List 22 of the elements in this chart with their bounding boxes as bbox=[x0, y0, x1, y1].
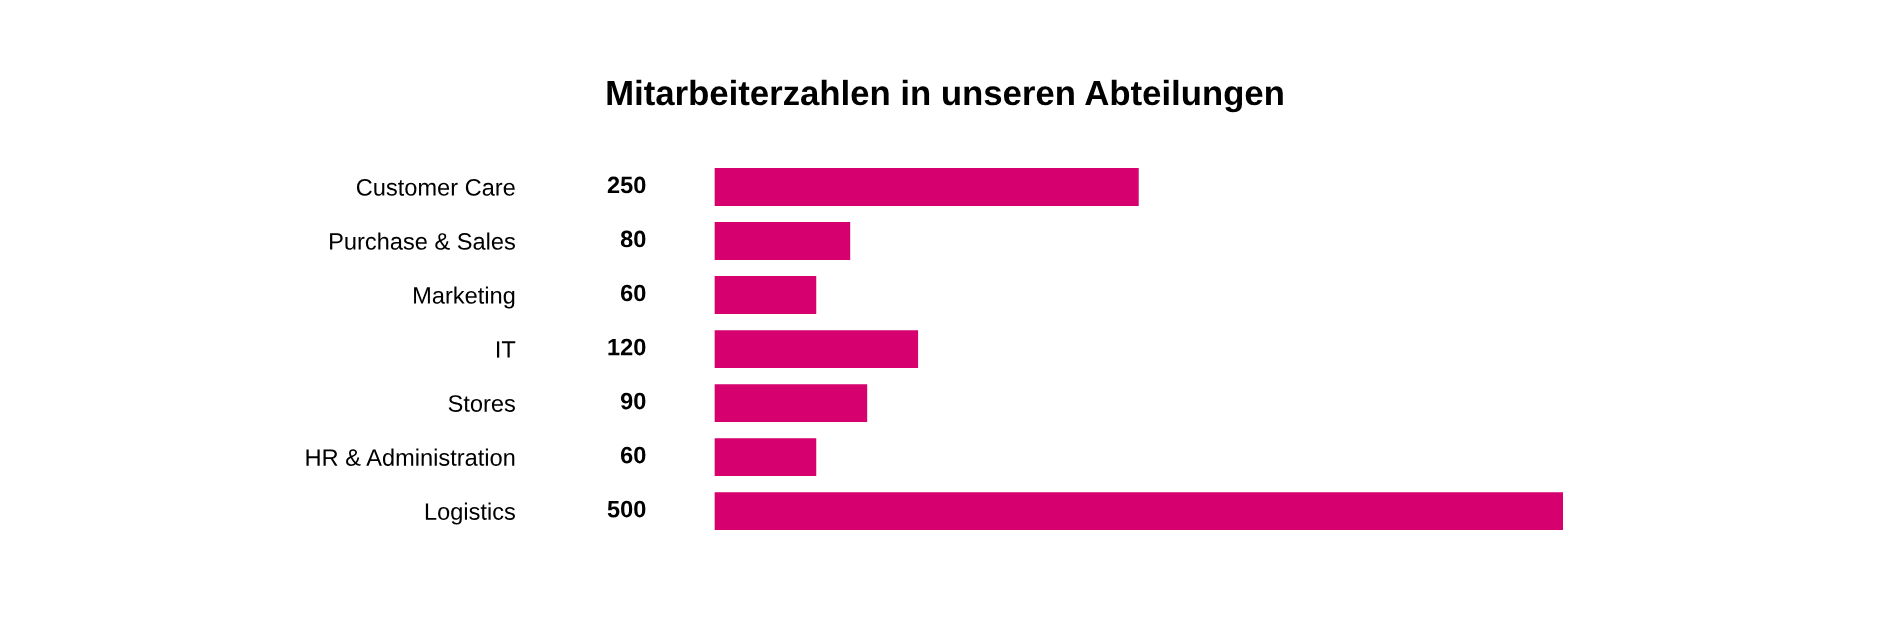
bar bbox=[714, 330, 919, 368]
y-tick-label: IT bbox=[497, 341, 516, 358]
bar bbox=[714, 492, 1564, 531]
bar bbox=[714, 276, 817, 314]
bar bbox=[714, 222, 851, 260]
data-label: 60 bbox=[620, 446, 646, 464]
bar bbox=[714, 438, 817, 477]
chart-title: Mitarbeiterzahlen in unseren Abteilungen bbox=[607, 79, 1283, 113]
y-tick-label: Customer Care bbox=[356, 179, 515, 196]
y-tick-label: HR & Administration bbox=[306, 448, 515, 466]
data-label: 80 bbox=[620, 230, 646, 248]
data-label: 120 bbox=[608, 338, 646, 356]
data-label: 250 bbox=[607, 176, 646, 194]
data-label: 500 bbox=[607, 500, 646, 518]
y-tick-label: Purchase & Sales bbox=[330, 232, 515, 250]
data-label: 60 bbox=[620, 284, 646, 302]
y-tick-label: Logistics bbox=[425, 502, 515, 525]
bar bbox=[714, 168, 1139, 206]
bar bbox=[714, 384, 868, 422]
data-label: 90 bbox=[620, 392, 646, 410]
y-tick-label: Marketing bbox=[414, 286, 515, 309]
y-tick-label: Stores bbox=[448, 395, 515, 412]
